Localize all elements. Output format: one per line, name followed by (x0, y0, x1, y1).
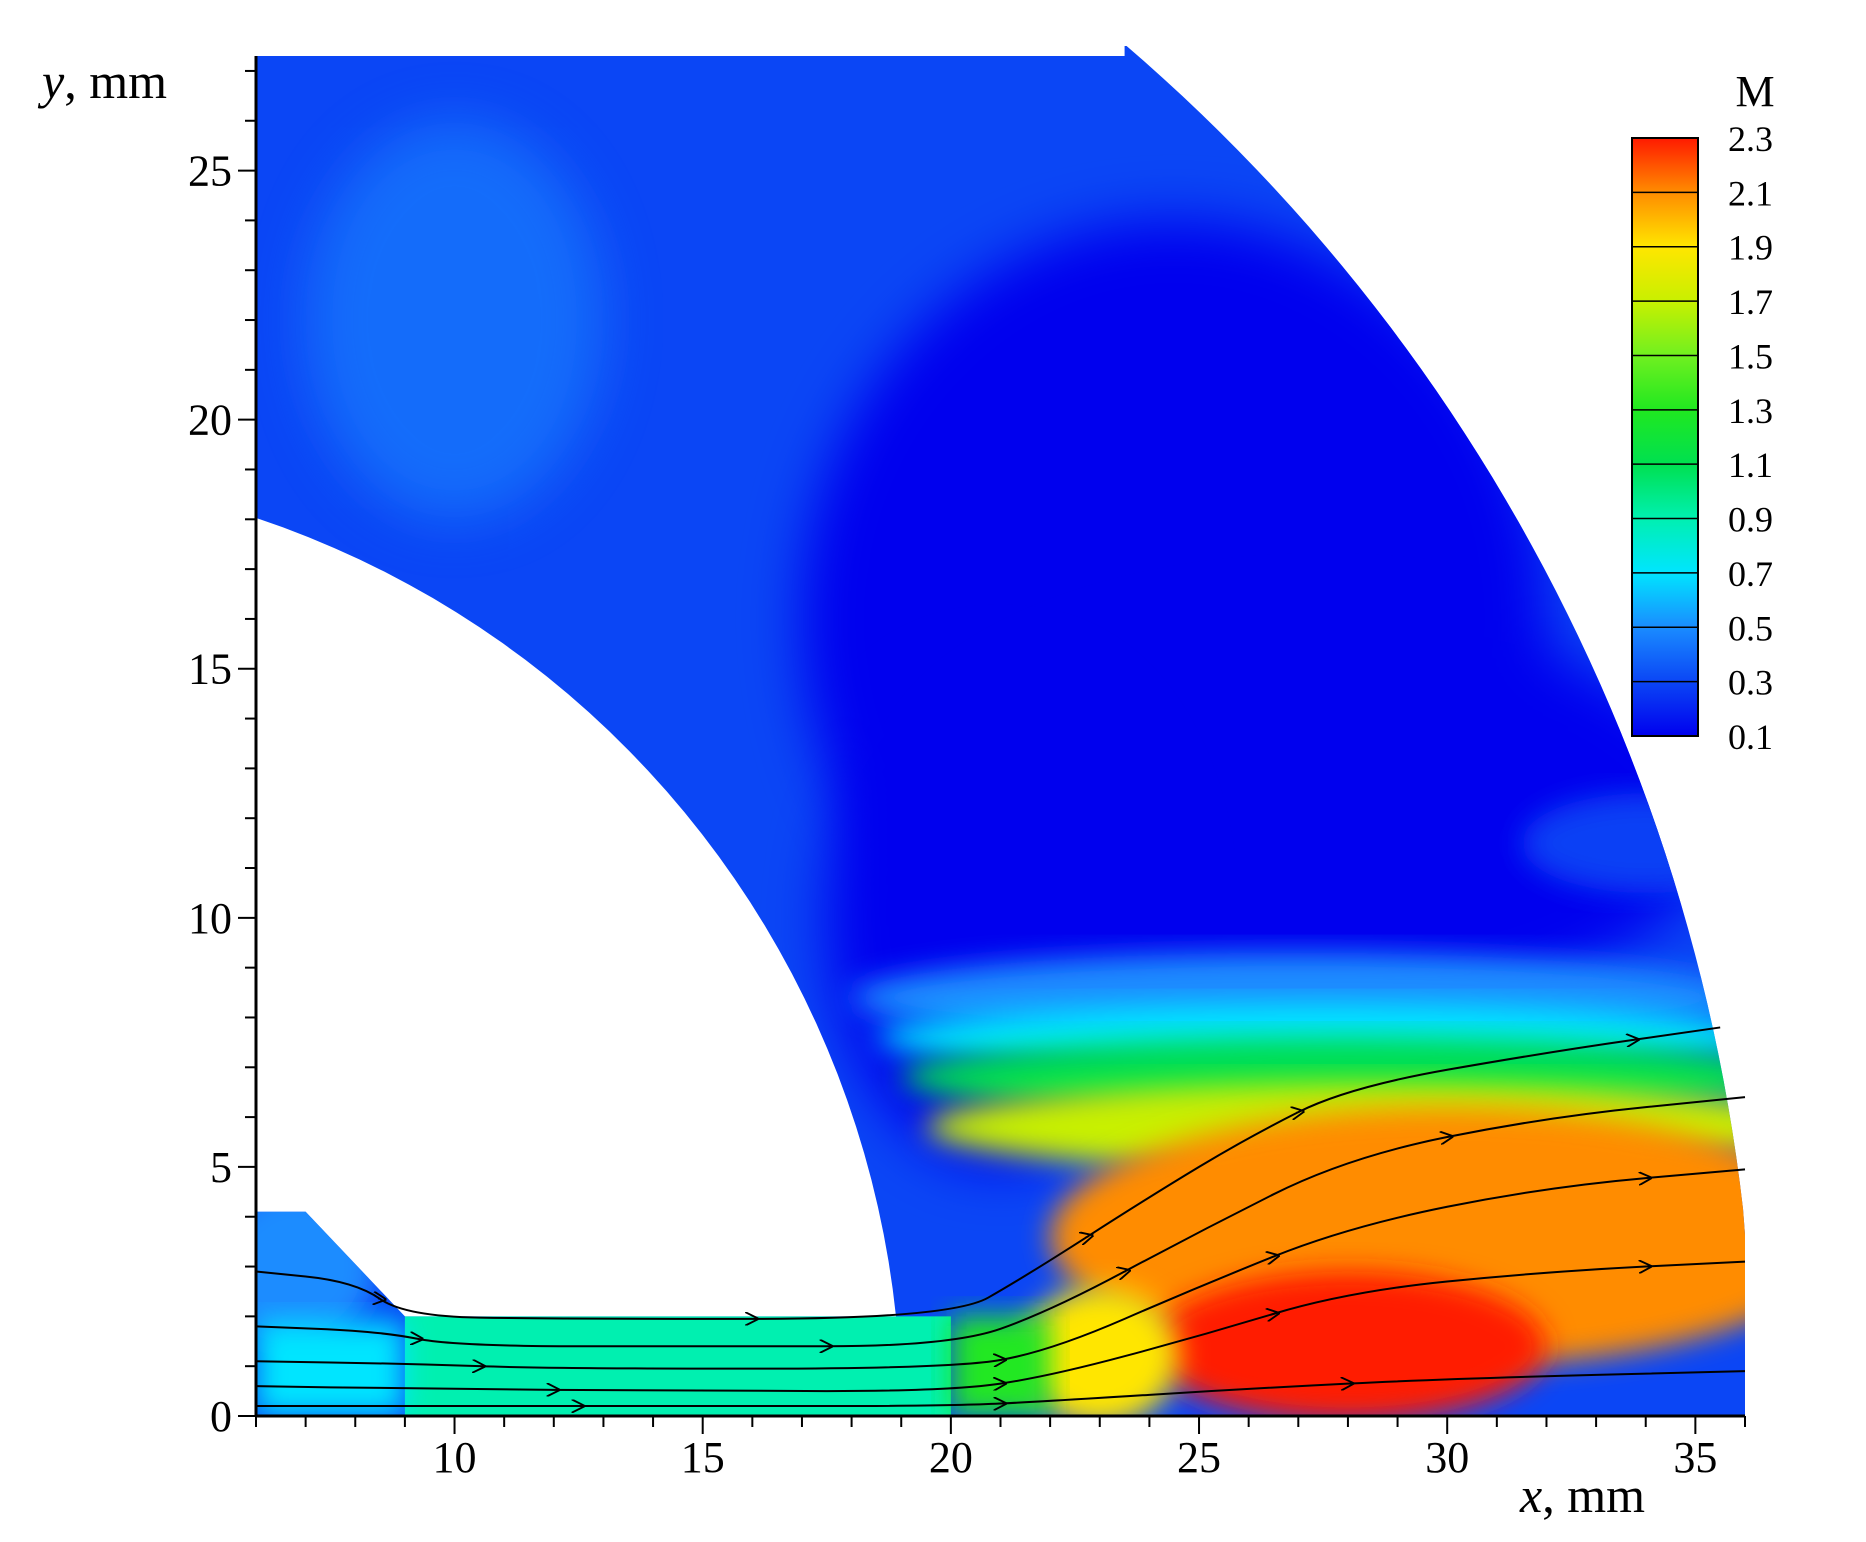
colorbar-label-0.7: 0.7 (1728, 554, 1773, 594)
y-tick-label-15: 15 (188, 645, 232, 694)
colorbar-label-1.1: 1.1 (1728, 445, 1773, 485)
x-axis-title: x, mm (1519, 1467, 1645, 1523)
colorbar-label-1.3: 1.3 (1728, 391, 1773, 431)
colorbar: M 0.1 0.3 0.5 0.7 0.9 1.1 1.3 1.5 1.7 1.9 2.1 2.3 (1631, 67, 1775, 757)
colorbar-label-2.3: 2.3 (1728, 119, 1773, 159)
y-axis-title: y, mm (37, 53, 167, 109)
x-tick-label-15: 15 (681, 1433, 725, 1482)
colorbar-label-0.5: 0.5 (1728, 608, 1773, 648)
y-tick-label-20: 20 (188, 396, 232, 445)
y-axis-title-unit: , mm (64, 53, 167, 109)
streamlines (255, 1026, 1746, 1406)
y-tick-label-10: 10 (188, 894, 232, 943)
upper-left-faster-band (305, 120, 604, 520)
colorbar-level-lines (1632, 137, 1698, 737)
colorbar-title: M (1735, 67, 1774, 116)
streamline-1-arrow (1085, 1237, 1088, 1238)
x-axis-title-unit: , mm (1542, 1467, 1645, 1523)
right-edge-faster-patch (1521, 793, 1745, 893)
colorbar-label-0.1: 0.1 (1728, 717, 1773, 757)
x-axis-ticks: 10 15 20 25 30 35 (255, 1416, 1746, 1482)
y-axis-title-var: y (37, 53, 65, 109)
jet-expansion-yellow (1020, 1286, 1180, 1417)
x-axis-title-var: x (1519, 1467, 1542, 1523)
colorbar-label-1.7: 1.7 (1728, 282, 1773, 322)
streamline-2-arrow (1123, 1272, 1126, 1273)
x-tick-label-10: 10 (433, 1433, 477, 1482)
x-tick-label-20: 20 (929, 1433, 973, 1482)
colorbar-label-1.5: 1.5 (1728, 336, 1773, 376)
inlet-flow (256, 1321, 405, 1416)
y-tick-label-0: 0 (210, 1392, 232, 1441)
colorbar-gradient (1631, 137, 1699, 737)
x-tick-label-35: 35 (1673, 1433, 1717, 1482)
flow-domain (256, 46, 1745, 1417)
colorbar-labels: 0.1 0.3 0.5 0.7 0.9 1.1 1.3 1.5 1.7 1.9 2.1 2.3 (1728, 119, 1773, 757)
streamline-1 (255, 1026, 1721, 1320)
jet-core-max (1149, 1271, 1547, 1417)
colorbar-label-0.3: 0.3 (1728, 663, 1773, 703)
x-tick-label-25: 25 (1177, 1433, 1221, 1482)
y-tick-label-5: 5 (210, 1143, 232, 1192)
colorbar-label-0.9: 0.9 (1728, 500, 1773, 540)
y-tick-label-25: 25 (188, 147, 232, 196)
x-tick-label-30: 30 (1425, 1433, 1469, 1482)
y-axis-ticks: 0 5 10 15 20 25 (188, 69, 256, 1441)
colorbar-label-1.9: 1.9 (1728, 228, 1773, 268)
colorbar-label-2.1: 2.1 (1728, 173, 1773, 213)
streamline-3-arrow (1271, 1257, 1274, 1258)
